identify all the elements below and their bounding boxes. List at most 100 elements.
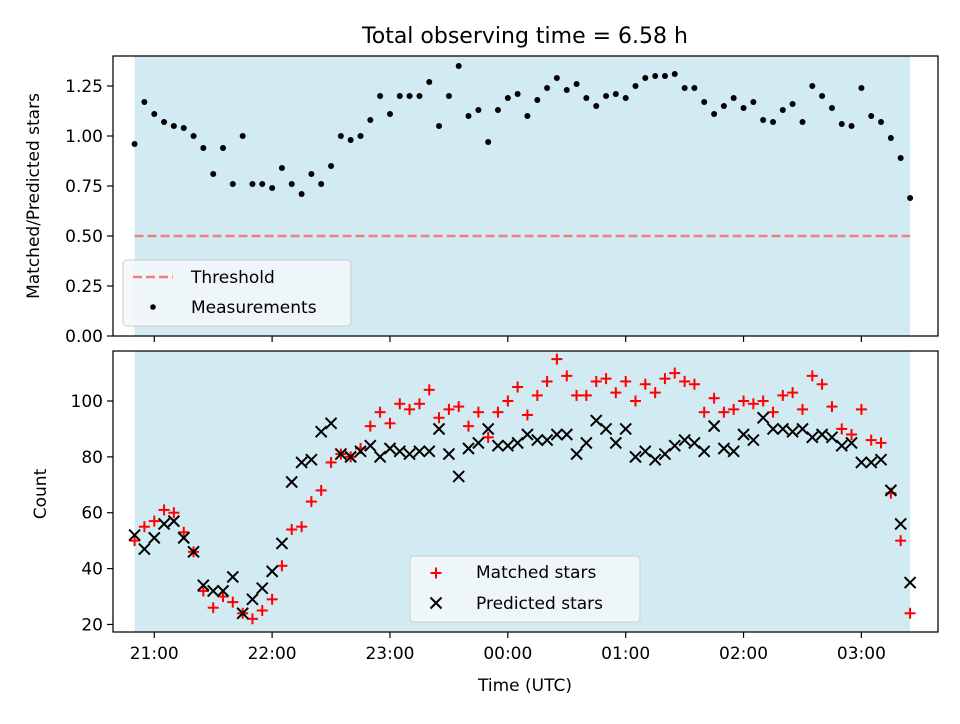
legend-plus-marker [430, 567, 442, 579]
predicted-star-point [462, 442, 475, 455]
measurement-point [475, 107, 482, 113]
predicted-star-point [629, 450, 642, 464]
measurement-point [711, 111, 718, 117]
matched-star-point [512, 381, 524, 393]
matched-star-point [659, 373, 671, 385]
legend-threshold-label: Threshold [190, 268, 275, 288]
measurement-point [838, 121, 845, 127]
count-y-tick-label: 100 [71, 392, 103, 412]
measurement-point [553, 75, 560, 81]
predicted-star-point [295, 456, 308, 469]
predicted-star-point [472, 436, 485, 450]
ratio-legend-box [122, 259, 352, 327]
x-tick-label: 01:00 [601, 644, 650, 664]
legend-matched-label: Matched stars [476, 563, 596, 583]
predicted-star-point [314, 425, 328, 438]
matched-star-point [531, 389, 543, 401]
measurement-point [190, 133, 197, 139]
matched-star-point [256, 604, 268, 616]
measurement-point [799, 119, 806, 125]
matched-star-point [571, 389, 583, 401]
measurement-point [278, 165, 285, 171]
predicted-star-point [413, 445, 426, 458]
matched-star-point [423, 384, 435, 396]
measurement-point [170, 123, 177, 129]
predicted-star-point [727, 445, 740, 458]
measurement-point [219, 145, 226, 151]
matched-star-point [482, 431, 494, 443]
measurement-point [691, 85, 698, 91]
predicted-star-point [432, 422, 446, 436]
matched-star-point [197, 585, 209, 597]
x-tick-label: 00:00 [483, 644, 532, 664]
matched-star-point [276, 560, 288, 572]
count-y-axis-label: Count [31, 468, 51, 519]
ratio-y-tick-label: 1.00 [65, 127, 103, 147]
measurement-point [877, 119, 884, 125]
ratio-y-axis-label: Matched/Predicted stars [24, 93, 44, 299]
predicted-star-point [275, 537, 289, 550]
matched-star-point [296, 521, 308, 533]
measurement-point [200, 145, 207, 151]
count-legend: Matched stars Predicted stars [409, 555, 641, 623]
predicted-star-point [197, 579, 210, 592]
measurement-point [436, 123, 443, 129]
measurement-point [141, 99, 148, 105]
matched-star-point [904, 607, 916, 619]
measurement-point [406, 93, 413, 99]
matched-star-point [688, 378, 700, 390]
measurement-point [239, 133, 246, 139]
count-y-tick-label: 20 [81, 615, 103, 635]
measurement-point [642, 75, 649, 81]
count-y-tick-label: 40 [81, 560, 103, 580]
predicted-star-point [894, 517, 907, 531]
measurement-point [779, 107, 786, 113]
matched-star-point [669, 367, 681, 379]
measurement-point [494, 107, 501, 113]
predicted-star-point [148, 531, 161, 545]
predicted-star-point [550, 428, 564, 441]
matched-star-point [629, 395, 641, 407]
matched-star-point [246, 613, 258, 625]
matched-star-point [580, 389, 592, 401]
measurement-point [298, 191, 305, 197]
matched-star-point [168, 507, 180, 519]
legend-predicted-swatch [429, 596, 443, 610]
predicted-star-point [383, 442, 397, 455]
matched-star-point [129, 535, 141, 547]
legend-measurements-label: Measurements [191, 298, 317, 318]
predicted-star-point [373, 450, 387, 464]
matched-star-point [217, 591, 229, 603]
matched-star-point [158, 504, 170, 516]
matched-star-point [777, 389, 789, 401]
measurement-point [720, 103, 727, 109]
predicted-star-point [256, 581, 269, 595]
predicted-star-point [599, 422, 613, 436]
matched-star-point [138, 521, 150, 533]
measurement-point [828, 105, 835, 111]
measurement-point [161, 119, 168, 125]
predicted-star-point [737, 428, 750, 441]
measurement-point [318, 181, 325, 187]
measurement-point [357, 133, 364, 139]
matched-star-point [865, 434, 877, 446]
measurement-point [848, 123, 855, 129]
matched-star-point [492, 406, 504, 418]
matched-star-point [757, 395, 769, 407]
matched-star-point [521, 409, 533, 421]
measurement-point [426, 79, 433, 85]
predicted-star-point [167, 514, 181, 528]
predicted-star-point [138, 542, 151, 556]
matched-star-point [826, 401, 838, 413]
matched-star-point [718, 406, 730, 418]
matched-star-point [286, 523, 298, 535]
matched-star-point [178, 526, 190, 538]
matched-star-point [453, 401, 465, 413]
predicted-star-point [806, 431, 819, 444]
predicted-star-point [756, 411, 770, 424]
measurement-point [632, 83, 639, 89]
predicted-star-point [324, 417, 338, 430]
matched-star-point [747, 398, 759, 410]
matched-star-point [561, 370, 573, 382]
